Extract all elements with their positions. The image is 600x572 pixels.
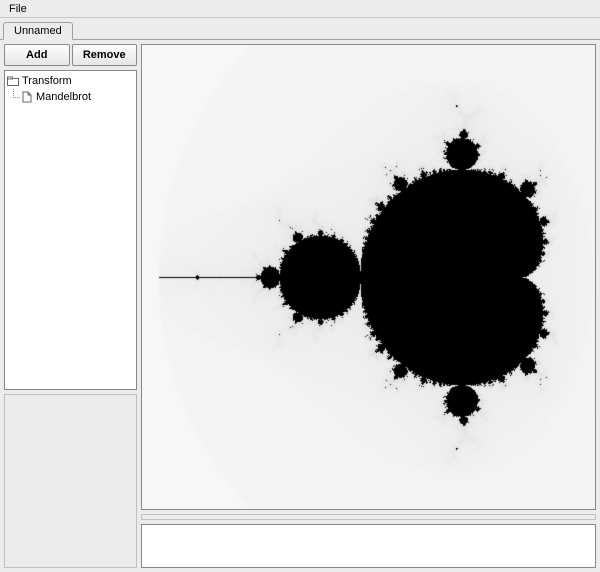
document-icon (21, 91, 33, 103)
tab-bar: Unnamed (0, 18, 600, 40)
sidebar-lower-panel (4, 394, 137, 568)
fractal-viewport[interactable] (141, 44, 596, 510)
content-area: Add Remove Transform Mandelbrot (0, 40, 600, 572)
horizontal-splitter[interactable] (141, 514, 596, 520)
fractal-canvas[interactable] (142, 45, 595, 509)
main-panel (141, 44, 596, 568)
tree-item-mandelbrot[interactable]: Mandelbrot (7, 89, 134, 105)
tab-unnamed[interactable]: Unnamed (3, 22, 73, 40)
tree-item-label: Mandelbrot (36, 91, 91, 103)
tree-root-transform[interactable]: Transform (7, 73, 134, 89)
tree-view[interactable]: Transform Mandelbrot (4, 70, 137, 390)
sidebar: Add Remove Transform Mandelbrot (4, 44, 137, 568)
tree-root-label: Transform (22, 75, 72, 87)
menubar: File (0, 0, 600, 18)
sidebar-toolbar: Add Remove (4, 44, 137, 66)
main-window: File Unnamed Add Remove Transform (0, 0, 600, 572)
bottom-panel (141, 524, 596, 568)
remove-button[interactable]: Remove (72, 44, 138, 66)
add-button[interactable]: Add (4, 44, 70, 66)
folder-icon (7, 75, 19, 87)
menu-file[interactable]: File (3, 2, 33, 16)
